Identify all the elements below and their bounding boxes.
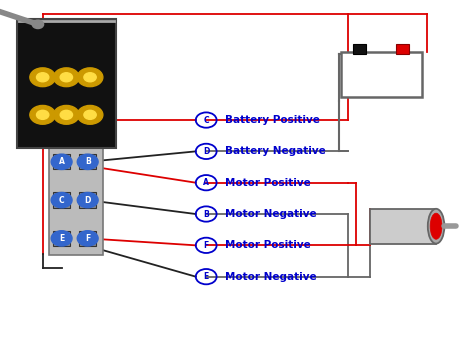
Circle shape — [30, 68, 55, 87]
Circle shape — [60, 73, 73, 82]
Text: Motor Negative: Motor Negative — [225, 209, 317, 219]
Ellipse shape — [430, 213, 442, 239]
Circle shape — [77, 192, 98, 208]
FancyBboxPatch shape — [53, 192, 70, 208]
Bar — [353, 44, 366, 54]
Text: Motor Positive: Motor Positive — [225, 240, 311, 250]
Text: E: E — [59, 234, 64, 243]
Text: B: B — [203, 209, 209, 219]
Circle shape — [77, 154, 98, 169]
Text: Motor Positive: Motor Positive — [225, 178, 311, 188]
Text: C: C — [203, 116, 209, 125]
Text: A: A — [203, 178, 209, 187]
Circle shape — [51, 192, 72, 208]
Circle shape — [36, 73, 49, 82]
Text: C: C — [59, 196, 64, 205]
Circle shape — [84, 110, 96, 119]
Circle shape — [84, 73, 96, 82]
Circle shape — [32, 20, 44, 29]
Circle shape — [60, 110, 73, 119]
Circle shape — [54, 68, 79, 87]
Text: D: D — [203, 147, 210, 156]
FancyBboxPatch shape — [17, 19, 116, 148]
FancyBboxPatch shape — [79, 192, 96, 208]
Circle shape — [36, 110, 49, 119]
Text: F: F — [203, 241, 209, 250]
Circle shape — [77, 105, 103, 124]
Text: Motor Negative: Motor Negative — [225, 272, 317, 282]
FancyBboxPatch shape — [53, 231, 70, 246]
Bar — [370, 209, 436, 244]
FancyBboxPatch shape — [53, 154, 70, 169]
Circle shape — [51, 231, 72, 246]
Ellipse shape — [428, 209, 445, 244]
Text: E: E — [203, 272, 209, 281]
Text: A: A — [59, 157, 64, 166]
Bar — [396, 44, 409, 54]
Text: F: F — [85, 234, 91, 243]
Text: Battery Positive: Battery Positive — [225, 115, 320, 125]
Circle shape — [77, 231, 98, 246]
FancyBboxPatch shape — [79, 154, 96, 169]
Text: B: B — [85, 157, 91, 166]
FancyBboxPatch shape — [49, 142, 103, 255]
Circle shape — [30, 105, 55, 124]
Circle shape — [54, 105, 79, 124]
FancyBboxPatch shape — [79, 231, 96, 246]
Text: D: D — [84, 196, 91, 205]
Circle shape — [77, 68, 103, 87]
Circle shape — [51, 154, 72, 169]
Text: Battery Negative: Battery Negative — [225, 147, 326, 156]
Bar — [341, 52, 422, 97]
